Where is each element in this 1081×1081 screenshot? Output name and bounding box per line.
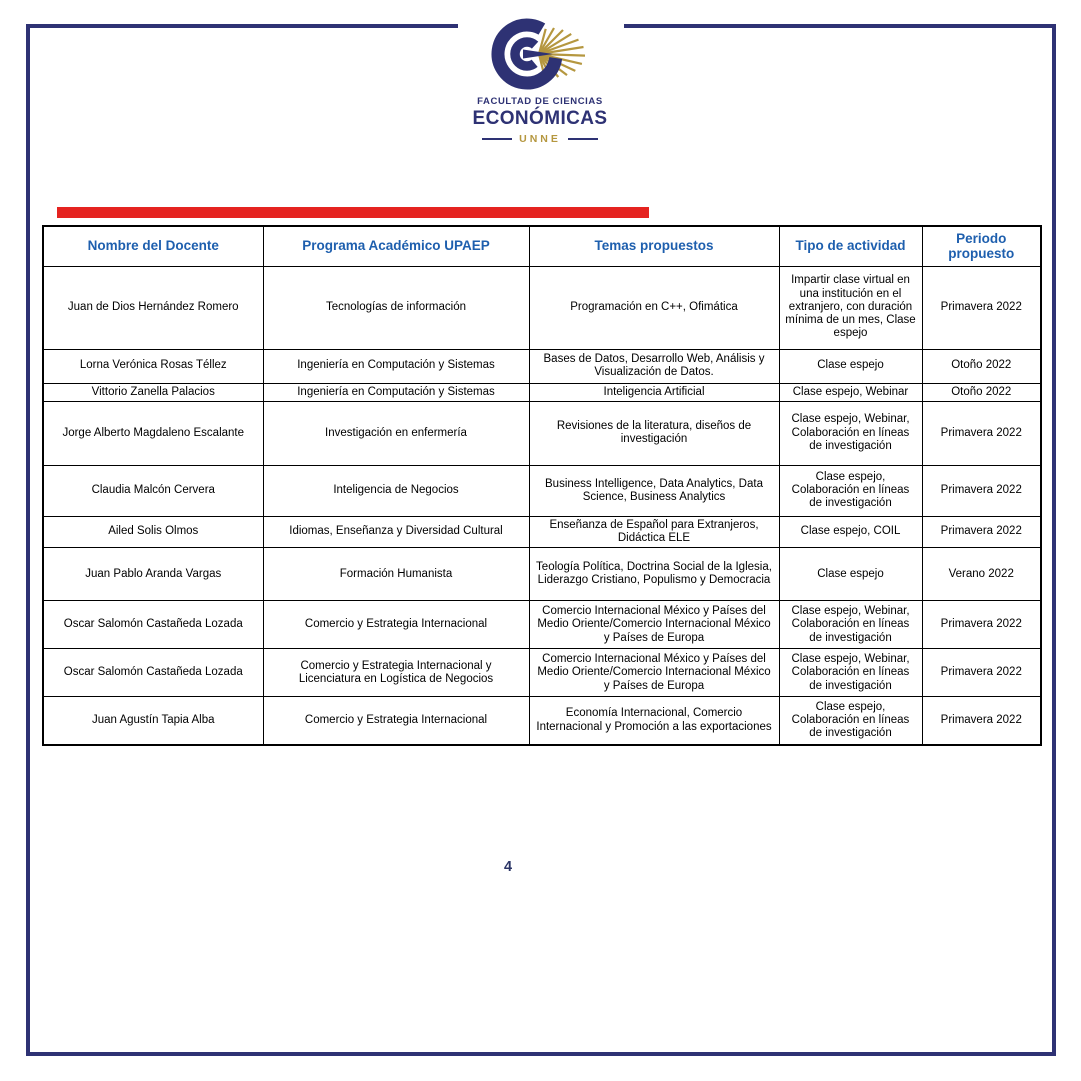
col-header-temas-propuestos: Temas propuestos xyxy=(528,225,780,267)
table-cell: Inteligencia de Negocios xyxy=(262,464,530,517)
table-row: Juan Pablo Aranda Vargas Formación Humani… xyxy=(42,547,1042,602)
table-cell: Primavera 2022 xyxy=(921,696,1042,746)
col-header-nombre-del-docente: Nombre del Docente xyxy=(42,225,264,267)
col-header-periodo-propuesto: Periodo propuesto xyxy=(921,225,1042,267)
table-body: Juan de Dios Hernández Romero Tecnologías… xyxy=(42,265,1042,746)
table-cell: Primavera 2022 xyxy=(921,600,1042,650)
table-cell: Economía Internacional, Comercio Interna… xyxy=(528,696,780,746)
table-cell: Primavera 2022 xyxy=(921,400,1042,466)
unne-right-line xyxy=(567,137,598,141)
table-cell: Comercio y Estrategia Internacional xyxy=(262,696,530,746)
table-cell: Ingeniería en Computación y Sistemas xyxy=(262,382,530,402)
table-cell: Formación Humanista xyxy=(262,547,530,602)
table-cell: Ailed Solis Olmos xyxy=(42,515,264,549)
table-cell: Ingeniería en Computación y Sistemas xyxy=(262,348,530,384)
table-cell: Revisiones de la literatura, diseños de … xyxy=(528,400,780,466)
table-cell: Lorna Verónica Rosas Téllez xyxy=(42,348,264,384)
table-cell: Bases de Datos, Desarrollo Web, Análisis… xyxy=(528,348,780,384)
table-cell: Clase espejo, Webinar, Colaboración en l… xyxy=(778,648,923,698)
col-header-tipo-de-actividad: Tipo de actividad xyxy=(778,225,923,267)
table-cell: Oscar Salomón Castañeda Lozada xyxy=(42,600,264,650)
table-cell: Comercio y Estrategia Internacional xyxy=(262,600,530,650)
table-cell: Clase espejo xyxy=(778,348,923,384)
docentes-table: Nombre del Docente Programa Académico UP… xyxy=(42,225,1042,746)
table-row: Oscar Salomón Castañeda Lozada Comercio y… xyxy=(42,648,1042,698)
table-row: Lorna Verónica Rosas Téllez Ingeniería en… xyxy=(42,348,1042,384)
table-cell: Comercio y Estrategia Internacional y Li… xyxy=(262,648,530,698)
table-cell: Impartir clase virtual en una institució… xyxy=(778,265,923,350)
table-cell: Clase espejo, Webinar, Colaboración en l… xyxy=(778,400,923,466)
table-cell: Primavera 2022 xyxy=(921,464,1042,517)
table-cell: Clase espejo xyxy=(778,547,923,602)
table-cell: Teología Política, Doctrina Social de la… xyxy=(528,547,780,602)
outer-c-ring xyxy=(491,18,563,90)
table-cell: Idiomas, Enseñanza y Diversidad Cultural xyxy=(262,515,530,549)
table-row: Juan de Dios Hernández Romero Tecnologías… xyxy=(42,265,1042,350)
red-accent-bar xyxy=(57,207,649,218)
table-row: Vittorio Zanella Palacios Ingeniería en C… xyxy=(42,382,1042,402)
table-row: Ailed Solis Olmos Idiomas, Enseñanza y Di… xyxy=(42,515,1042,549)
table-cell: Comercio Internacional México y Países d… xyxy=(528,648,780,698)
table-cell: Business Intelligence, Data Analytics, D… xyxy=(528,464,780,517)
table-row: Oscar Salomón Castañeda Lozada Comercio y… xyxy=(42,600,1042,650)
table-cell: Oscar Salomón Castañeda Lozada xyxy=(42,648,264,698)
table-cell: Clase espejo, Webinar, Colaboración en l… xyxy=(778,600,923,650)
table-cell: Clase espejo, Webinar xyxy=(778,382,923,402)
ce-monogram-icon xyxy=(491,18,586,90)
logo-text-economicas: ECONÓMICAS xyxy=(472,108,608,129)
inner-e-wedge xyxy=(523,49,553,59)
table-cell: Clase espejo, Colaboración en líneas de … xyxy=(778,696,923,746)
table-cell: Primavera 2022 xyxy=(921,648,1042,698)
table-cell: Programación en C++, Ofimática xyxy=(528,265,780,350)
table-cell: Comercio Internacional México y Países d… xyxy=(528,600,780,650)
logo-text-unne: UNNE xyxy=(519,133,561,145)
table-cell: Otoño 2022 xyxy=(921,348,1042,384)
table-cell: Investigación en enfermería xyxy=(262,400,530,466)
table-row: Jorge Alberto Magdaleno Escalante Investi… xyxy=(42,400,1042,466)
unne-left-line xyxy=(482,137,513,141)
table-header-row: Nombre del Docente Programa Académico UP… xyxy=(42,225,1042,267)
table-cell: Juan Agustín Tapia Alba xyxy=(42,696,264,746)
table-cell: Jorge Alberto Magdaleno Escalante xyxy=(42,400,264,466)
page-number: 4 xyxy=(503,859,513,875)
table-cell: Clase espejo, COIL xyxy=(778,515,923,549)
table-row: Claudia Malcón Cervera Inteligencia de Ne… xyxy=(42,464,1042,517)
table-cell: Vittorio Zanella Palacios xyxy=(42,382,264,402)
logo-text-faculty: FACULTAD DE CIENCIAS xyxy=(477,96,603,107)
table-cell: Inteligencia Artificial xyxy=(528,382,780,402)
inner-e-arc xyxy=(510,37,544,71)
table-cell: Tecnologías de información xyxy=(262,265,530,350)
table-cell: Enseñanza de Español para Extranjeros, D… xyxy=(528,515,780,549)
table-cell: Primavera 2022 xyxy=(921,515,1042,549)
col-header-programa-academico: Programa Académico UPAEP xyxy=(262,225,530,267)
faculty-logo: FACULTAD DE CIENCIAS ECONÓMICAS UNNE xyxy=(415,14,665,145)
table-cell: Primavera 2022 xyxy=(921,265,1042,350)
table-cell: Claudia Malcón Cervera xyxy=(42,464,264,517)
table-cell: Verano 2022 xyxy=(921,547,1042,602)
logo-unne-row: UNNE xyxy=(415,133,665,145)
table-cell: Juan Pablo Aranda Vargas xyxy=(42,547,264,602)
table-cell: Juan de Dios Hernández Romero xyxy=(42,265,264,350)
table-cell: Otoño 2022 xyxy=(921,382,1042,402)
table-row: Juan Agustín Tapia Alba Comercio y Estrat… xyxy=(42,696,1042,746)
table-cell: Clase espejo, Colaboración en líneas de … xyxy=(778,464,923,517)
